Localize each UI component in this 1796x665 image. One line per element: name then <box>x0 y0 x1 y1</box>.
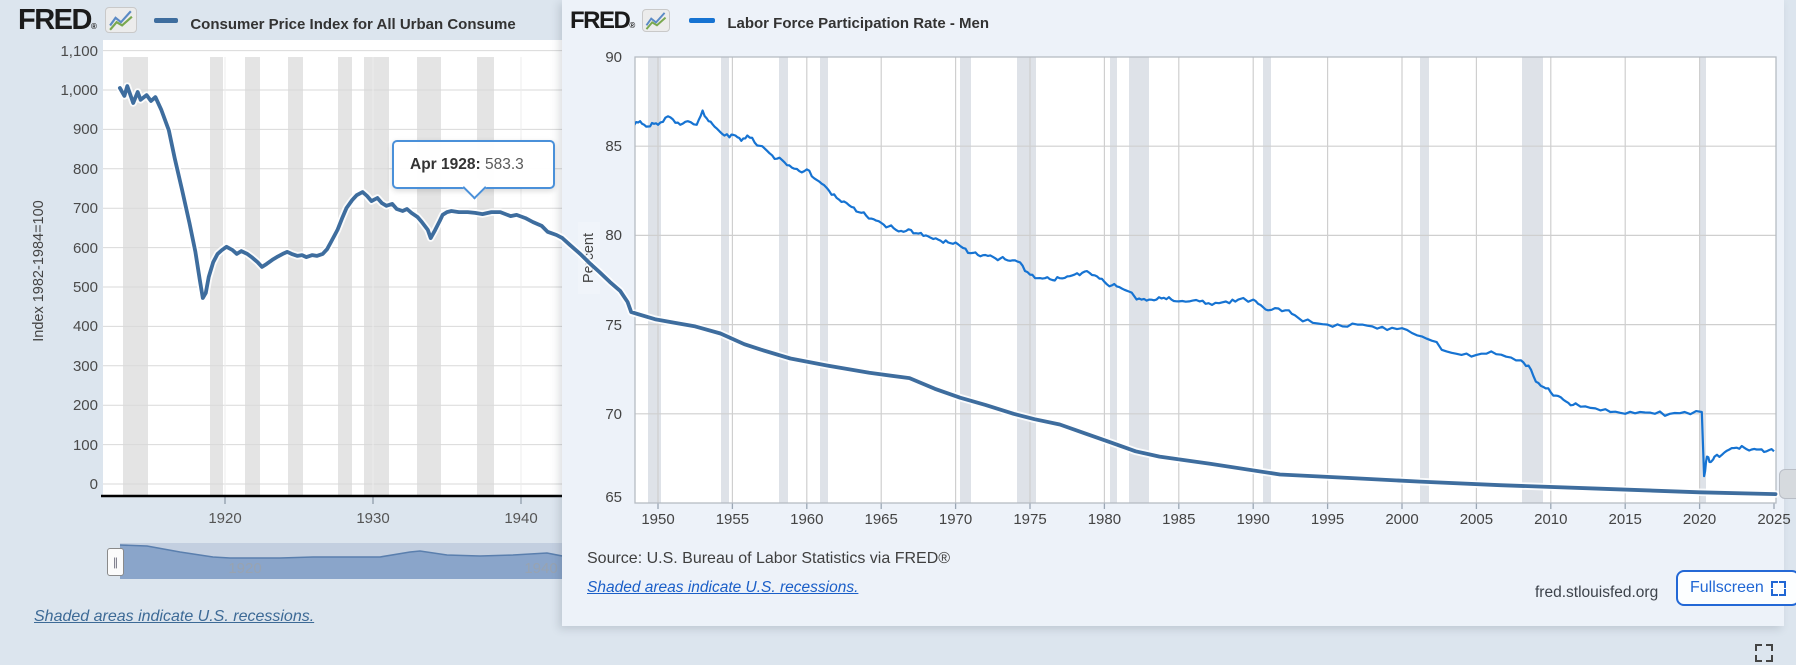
fred-chart-icon <box>642 9 671 32</box>
fullscreen-button[interactable]: Fullscreen <box>1676 570 1796 606</box>
chart2-x-tick: 1985 <box>1162 511 1196 528</box>
chart2-x-tick: 1995 <box>1310 511 1345 528</box>
chart1-y-tick: 100 <box>72 436 98 454</box>
chart1-y-tick: 900 <box>72 121 98 139</box>
fred-chart-icon <box>105 7 138 33</box>
chart2-legend-label: Labor Force Participation Rate - Men <box>727 15 990 32</box>
chart1-tooltip: Apr 1928: 583.3 <box>392 140 555 200</box>
chart2-x-tick: 1970 <box>938 511 973 528</box>
chart1-y-tick: 400 <box>72 318 98 336</box>
chart1-x-tick: 1920 <box>208 510 242 527</box>
chart2-x-tick: 2005 <box>1459 511 1494 528</box>
chart2-x-tick: 2025 <box>1757 511 1791 528</box>
slider-label-end: 1940 <box>524 560 558 577</box>
chart2-y-axis-title: Percent <box>578 222 600 294</box>
chart2-y-tick: 90 <box>605 49 622 66</box>
chart1-y-tick: 0 <box>89 476 98 493</box>
chart2-plot-area[interactable] <box>562 0 1784 626</box>
chart1-header: FRED® Consumer Price Index for All Urban… <box>18 6 516 36</box>
chart1-y-tick: 200 <box>72 397 98 415</box>
chart2-x-tick: 1990 <box>1236 511 1270 528</box>
chart1-recessions-link[interactable]: Shaded areas indicate U.S. recessions. <box>34 608 315 625</box>
chart1-legend-dash <box>153 18 178 23</box>
slider-handle[interactable]: ∥ <box>107 548 124 576</box>
partial-tooltip-stub <box>1779 469 1796 499</box>
fred-site-text: fred.stlouisfed.org <box>1535 584 1659 601</box>
fred-logo[interactable]: FRED® <box>570 7 636 34</box>
chart2-x-tick: 1955 <box>715 511 750 528</box>
chart2-legend-dash <box>688 18 715 23</box>
chart2-recessions-link[interactable]: Shaded areas indicate U.S. recessions. <box>587 579 859 596</box>
tooltip-value: 583.3 <box>484 155 524 173</box>
chart1-y-tick: 500 <box>72 279 98 296</box>
tooltip-date: Apr 1928: <box>410 155 481 173</box>
chart1-y-tick: 1,000 <box>60 82 98 99</box>
chart2-x-tick: 1980 <box>1087 511 1122 528</box>
chart2-x-tick: 1960 <box>790 511 824 528</box>
chart2-x-tick: 1965 <box>864 511 898 528</box>
chart1-y-tick: 300 <box>72 357 98 375</box>
chart1-y-tick: 700 <box>72 200 98 218</box>
chart1-y-tick: 600 <box>72 239 98 257</box>
chart1-y-tick: 1,100 <box>60 42 98 60</box>
chart1-x-tick: 1930 <box>356 510 390 527</box>
chart2-x-tick: 1975 <box>1013 511 1047 528</box>
chart1-legend-label: Consumer Price Index for All Urban Consu… <box>190 16 516 33</box>
chart2-x-tick: 2015 <box>1608 511 1642 528</box>
chart1-range-slider[interactable]: ∥ 1920 1940 <box>0 0 562 665</box>
slider-label-start: 1920 <box>228 560 262 577</box>
chart2-source-text: Source: U.S. Bureau of Labor Statistics … <box>587 550 951 567</box>
chart2-x-tick: 2000 <box>1385 511 1419 528</box>
chart2-header: FRED® Labor Force Participation Rate - M… <box>570 9 989 35</box>
chart2-x-tick: 2010 <box>1534 511 1568 528</box>
page-fullscreen-icon[interactable] <box>1755 644 1773 662</box>
chart2-x-tick: 1950 <box>641 511 675 528</box>
fullscreen-icon <box>1770 580 1786 596</box>
chart2-x-tick: 2020 <box>1682 511 1717 528</box>
chart1-x-tick: 1940 <box>504 510 538 527</box>
chart1-y-tick: 800 <box>72 160 98 178</box>
fred-logo[interactable]: FRED® <box>18 4 97 36</box>
chart2-panel: FRED® Labor Force Participation Rate - M… <box>562 0 1796 626</box>
